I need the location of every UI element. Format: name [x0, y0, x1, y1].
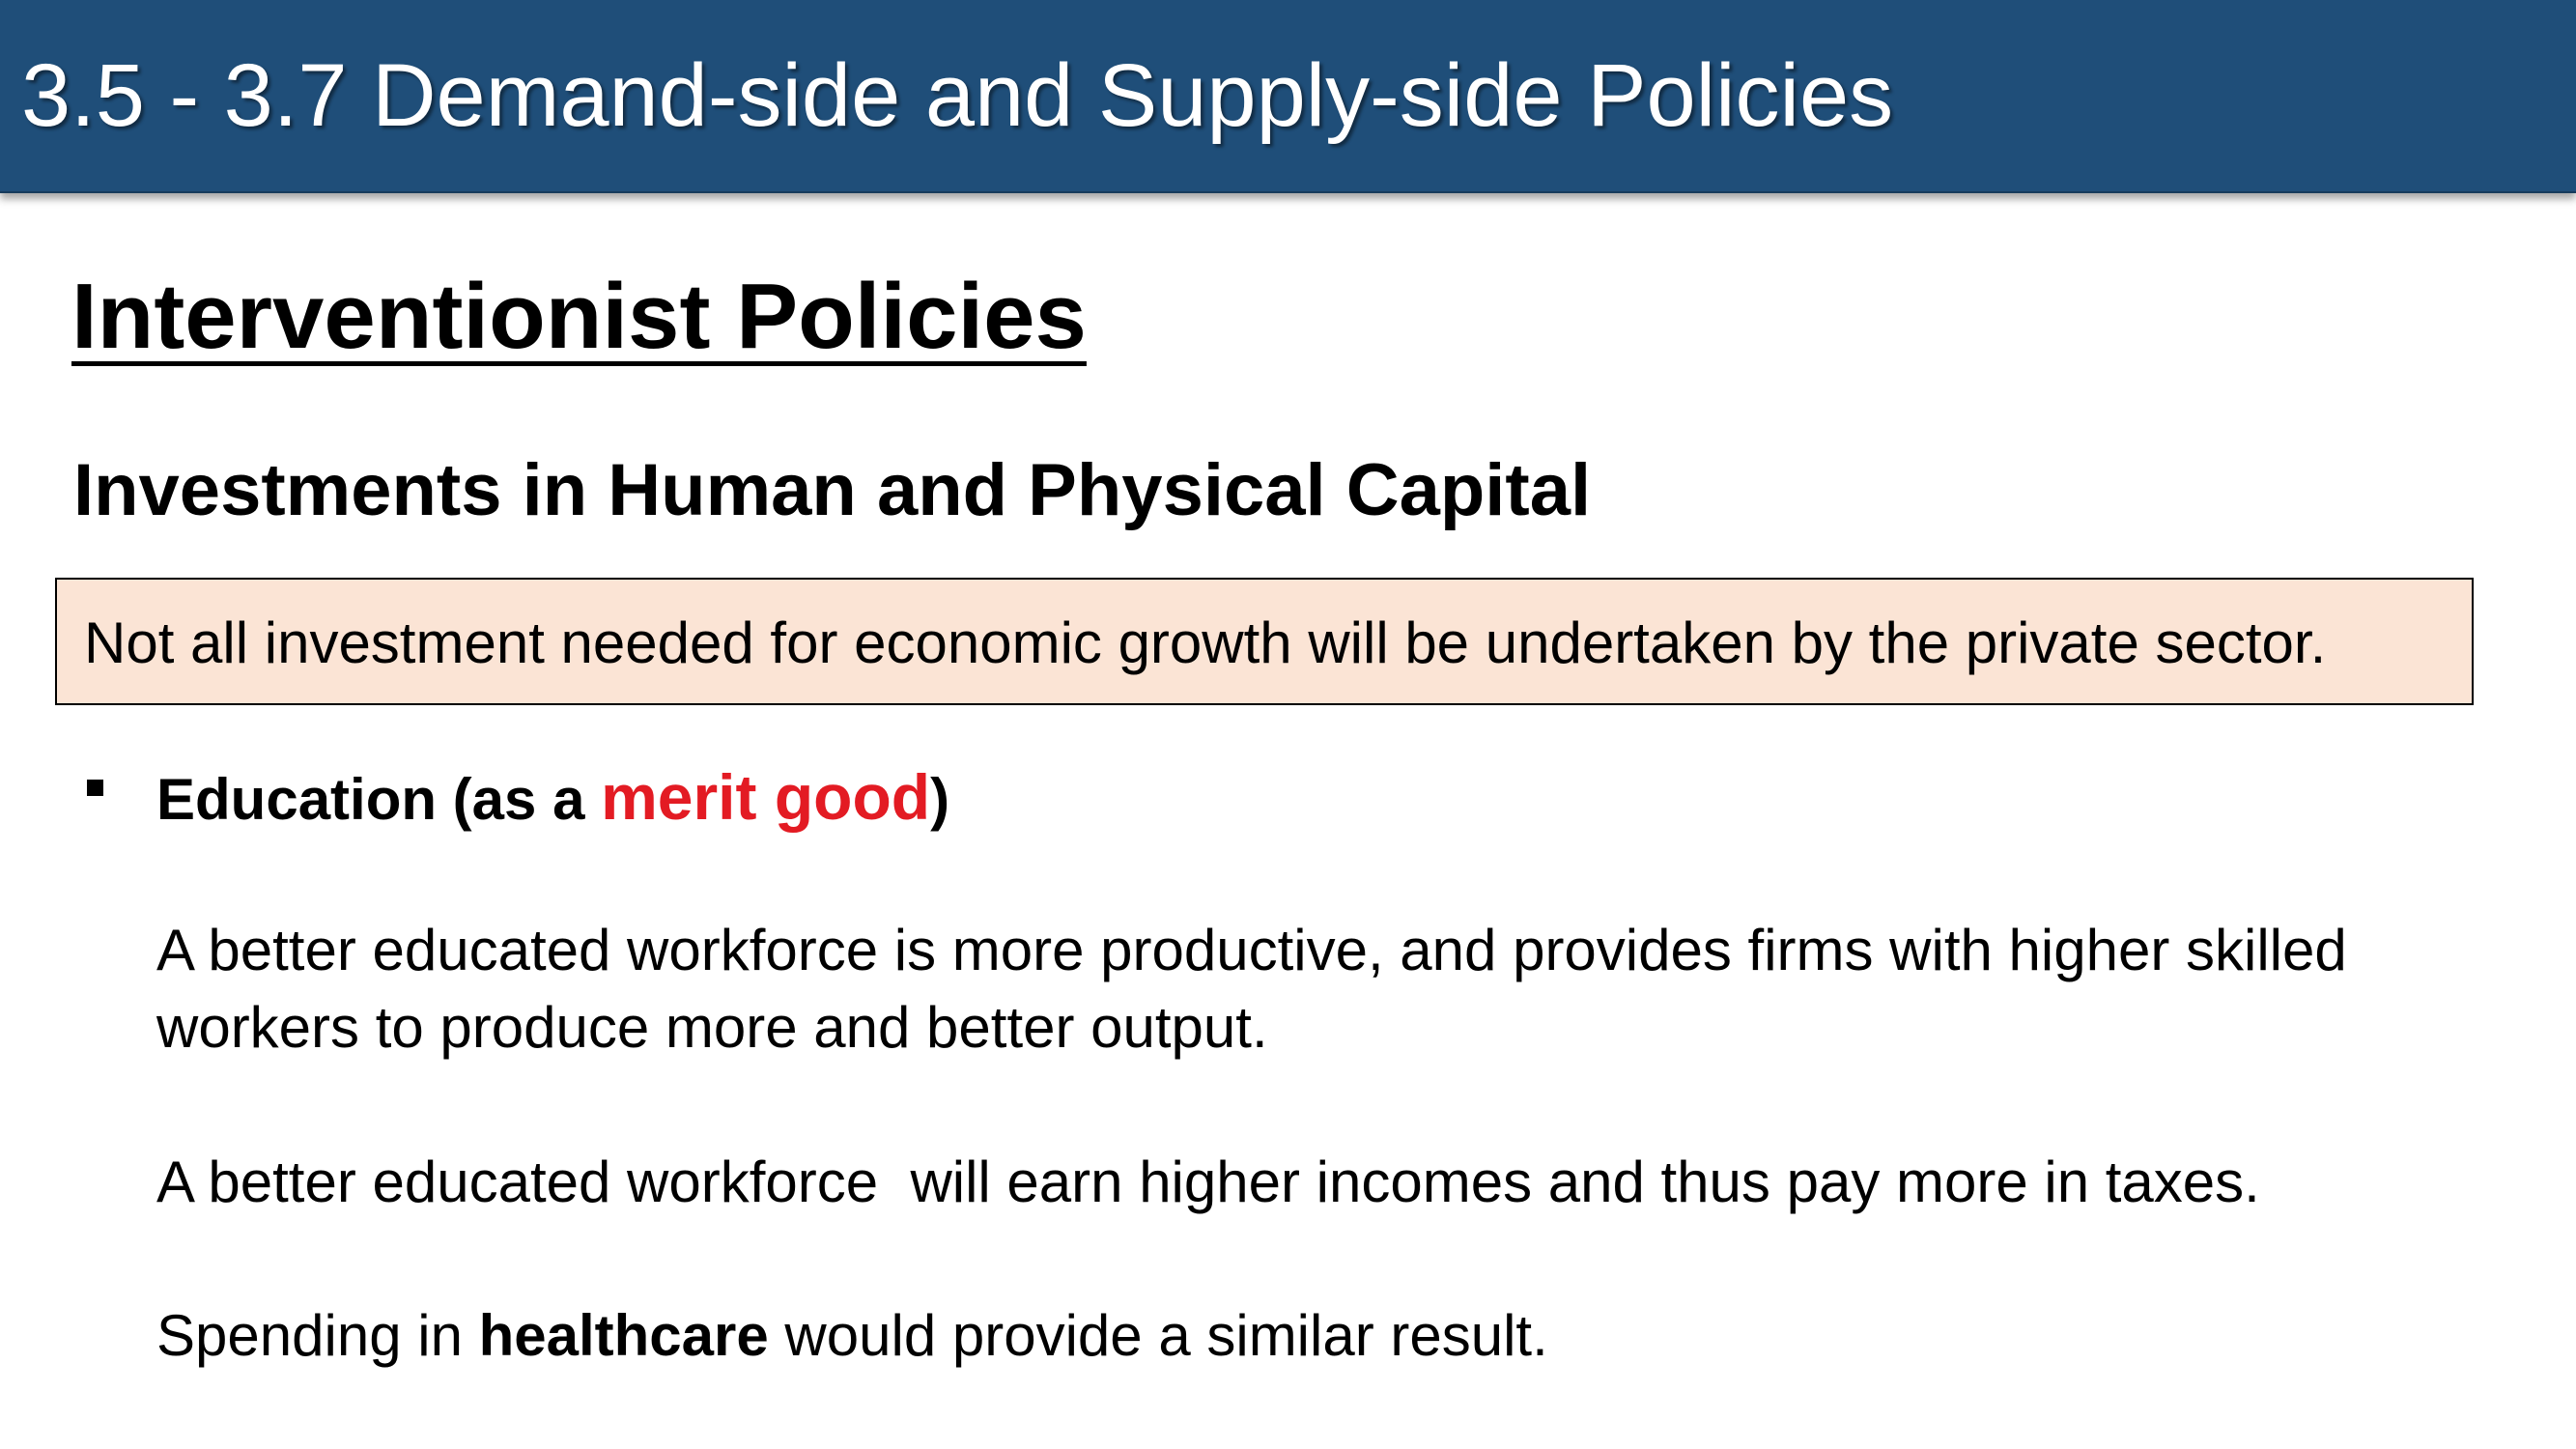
paragraph-line: workers to produce more and better outpu…: [156, 995, 1268, 1060]
healthcare-prefix: Spending in: [156, 1303, 479, 1368]
section-heading: Interventionist Policies: [71, 265, 1087, 368]
callout-box: Not all investment needed for economic g…: [55, 578, 2474, 705]
bullet-prefix: Education (as a: [156, 767, 602, 832]
subheading: Investments in Human and Physical Capita…: [73, 449, 1592, 531]
healthcare-suffix: would provide a similar result.: [768, 1303, 1548, 1368]
square-bullet-icon: [87, 780, 103, 796]
bullet-text: Education (as a merit good): [156, 753, 949, 843]
paragraph-productivity: A better educated workforce is more prod…: [156, 912, 2347, 1066]
slide-title: 3.5 - 3.7 Demand-side and Supply-side Po…: [21, 46, 1894, 145]
paragraph-healthcare: Spending in healthcare would provide a s…: [156, 1297, 1548, 1375]
paragraph-line: A better educated workforce is more prod…: [156, 918, 2347, 982]
callout-text: Not all investment needed for economic g…: [84, 611, 2327, 675]
healthcare-bold: healthcare: [478, 1303, 769, 1368]
merit-good-highlight: merit good: [601, 761, 931, 833]
paragraph-taxes: A better educated workforce will earn hi…: [156, 1150, 2260, 1214]
bullet-suffix: ): [930, 767, 950, 832]
title-bar: 3.5 - 3.7 Demand-side and Supply-side Po…: [0, 0, 2576, 193]
